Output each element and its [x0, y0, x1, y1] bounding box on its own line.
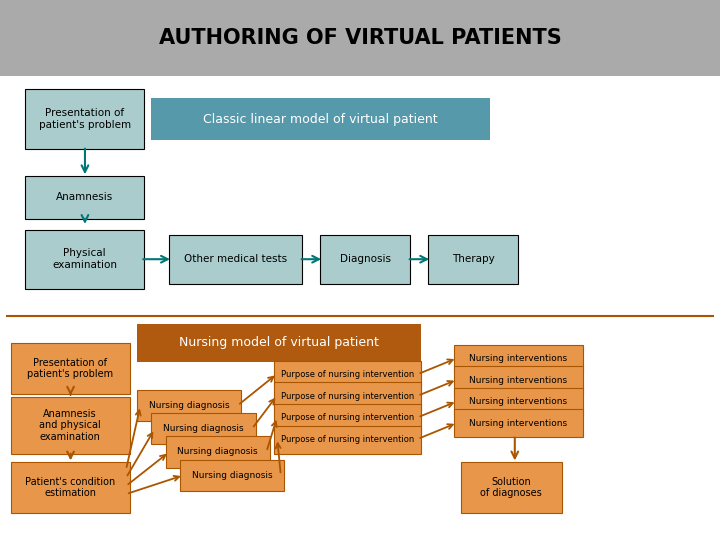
FancyBboxPatch shape — [137, 390, 241, 421]
Text: Purpose of nursing intervention: Purpose of nursing intervention — [281, 414, 414, 422]
FancyBboxPatch shape — [11, 397, 130, 454]
FancyBboxPatch shape — [151, 98, 490, 140]
FancyBboxPatch shape — [274, 361, 421, 389]
FancyBboxPatch shape — [0, 0, 720, 76]
Text: Presentation of
patient's problem: Presentation of patient's problem — [39, 108, 130, 130]
FancyBboxPatch shape — [169, 235, 302, 284]
FancyBboxPatch shape — [454, 345, 583, 373]
Text: Anamnesis
and physical
examination: Anamnesis and physical examination — [40, 409, 101, 442]
Text: Nursing interventions: Nursing interventions — [469, 376, 567, 384]
Text: Presentation of
patient's problem: Presentation of patient's problem — [27, 357, 113, 379]
Text: Nursing diagnosis: Nursing diagnosis — [178, 448, 258, 456]
Text: Other medical tests: Other medical tests — [184, 254, 287, 264]
Text: Solution
of diagnoses: Solution of diagnoses — [480, 476, 542, 498]
Text: Therapy: Therapy — [452, 254, 495, 264]
FancyBboxPatch shape — [180, 460, 284, 491]
FancyBboxPatch shape — [320, 235, 410, 284]
Text: Nursing diagnosis: Nursing diagnosis — [149, 401, 229, 410]
FancyBboxPatch shape — [454, 409, 583, 437]
FancyBboxPatch shape — [461, 462, 562, 513]
FancyBboxPatch shape — [428, 235, 518, 284]
FancyBboxPatch shape — [274, 404, 421, 432]
FancyBboxPatch shape — [25, 176, 144, 219]
FancyBboxPatch shape — [274, 382, 421, 410]
Text: Nursing diagnosis: Nursing diagnosis — [163, 424, 243, 433]
Text: Patient's condition
estimation: Patient's condition estimation — [25, 476, 115, 498]
FancyBboxPatch shape — [454, 388, 583, 416]
FancyBboxPatch shape — [274, 426, 421, 454]
Text: Purpose of nursing intervention: Purpose of nursing intervention — [281, 392, 414, 401]
Text: AUTHORING OF VIRTUAL PATIENTS: AUTHORING OF VIRTUAL PATIENTS — [158, 28, 562, 48]
Text: Classic linear model of virtual patient: Classic linear model of virtual patient — [203, 113, 438, 126]
Text: Diagnosis: Diagnosis — [340, 254, 391, 264]
Text: Purpose of nursing intervention: Purpose of nursing intervention — [281, 435, 414, 444]
FancyBboxPatch shape — [166, 436, 270, 468]
FancyBboxPatch shape — [11, 343, 130, 394]
Text: Nursing interventions: Nursing interventions — [469, 397, 567, 406]
FancyBboxPatch shape — [137, 324, 421, 362]
Text: Physical
examination: Physical examination — [52, 248, 117, 270]
FancyBboxPatch shape — [454, 366, 583, 394]
Text: Nursing model of virtual patient: Nursing model of virtual patient — [179, 336, 379, 349]
FancyBboxPatch shape — [151, 413, 256, 444]
Text: Nursing interventions: Nursing interventions — [469, 419, 567, 428]
FancyBboxPatch shape — [25, 230, 144, 289]
Text: Nursing interventions: Nursing interventions — [469, 354, 567, 363]
Text: Purpose of nursing intervention: Purpose of nursing intervention — [281, 370, 414, 379]
Text: Nursing diagnosis: Nursing diagnosis — [192, 471, 272, 480]
FancyBboxPatch shape — [11, 462, 130, 513]
FancyBboxPatch shape — [25, 89, 144, 148]
Text: Anamnesis: Anamnesis — [56, 192, 113, 202]
